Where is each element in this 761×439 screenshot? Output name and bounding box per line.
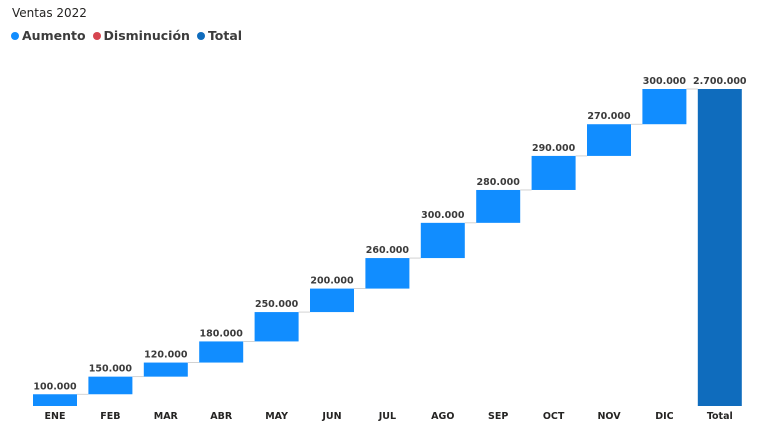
legend-swatch-total — [196, 31, 205, 40]
legend-label-total: Total — [207, 28, 243, 43]
total-data-label: 2.700.000 — [693, 76, 747, 87]
data-label: 290.000 — [532, 143, 576, 154]
waterfall-bar — [587, 124, 631, 156]
x-tick-label: SEP — [488, 411, 508, 422]
waterfall-bar — [143, 362, 188, 377]
legend-swatch-disminucion — [92, 31, 101, 40]
waterfall-bar — [476, 189, 521, 223]
legend-item-disminucion[interactable]: Disminución — [92, 28, 190, 43]
waterfall-bar — [310, 288, 354, 313]
data-label: 200.000 — [310, 276, 354, 287]
legend-item-total[interactable]: Total — [196, 28, 243, 43]
x-tick-label: MAR — [154, 411, 179, 422]
waterfall-bar — [199, 341, 244, 363]
x-tick-label: JUN — [321, 411, 341, 422]
x-tick-label: ENE — [45, 411, 66, 422]
waterfall-bar — [254, 312, 299, 342]
x-tick-label: NOV — [597, 411, 621, 422]
waterfall-bar — [33, 394, 77, 406]
legend-label-disminucion: Disminución — [103, 28, 190, 43]
x-tick-label: AGO — [431, 411, 454, 422]
data-label: 150.000 — [89, 364, 133, 375]
chart-title: Ventas 2022 — [12, 6, 87, 20]
data-label: 180.000 — [200, 328, 244, 339]
waterfall-bar — [88, 376, 133, 395]
data-label: 300.000 — [643, 76, 687, 87]
legend-swatch-aumento — [11, 31, 19, 40]
waterfall-bar — [642, 89, 687, 125]
data-label: 270.000 — [587, 111, 631, 122]
data-label: 250.000 — [255, 299, 299, 310]
x-tick-label: ABR — [210, 411, 233, 422]
data-label: 280.000 — [477, 177, 521, 188]
legend: Aumento Disminución Total — [11, 28, 249, 43]
x-tick-label: MAY — [265, 411, 288, 422]
x-tick-label: DIC — [655, 411, 673, 422]
x-tick-label-total: Total — [707, 411, 733, 422]
waterfall-bar — [531, 155, 576, 190]
data-label: 260.000 — [366, 245, 410, 256]
x-tick-label: JUL — [378, 411, 396, 422]
waterfall-bar — [420, 222, 465, 259]
x-tick-label: FEB — [100, 411, 120, 422]
data-label: 120.000 — [144, 350, 188, 361]
x-tick-label: OCT — [543, 411, 565, 422]
data-label: 100.000 — [33, 381, 77, 392]
legend-label-aumento: Aumento — [22, 28, 86, 43]
legend-item-aumento[interactable]: Aumento — [11, 28, 86, 43]
waterfall-bar — [365, 258, 410, 289]
total-bar — [697, 89, 742, 406]
data-label: 300.000 — [421, 210, 465, 221]
